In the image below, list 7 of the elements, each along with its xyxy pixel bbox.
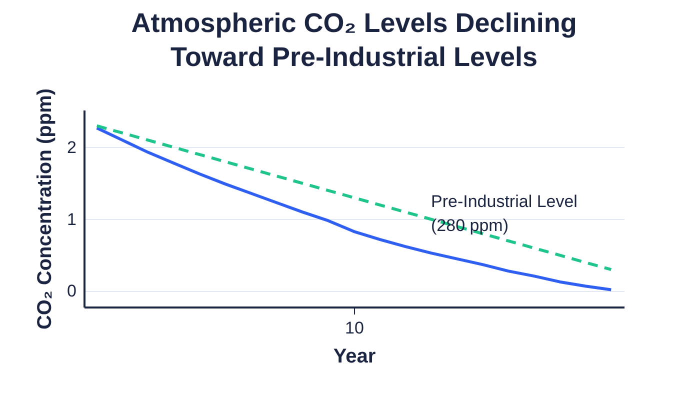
y-tick-label: 0 (67, 282, 76, 301)
x-axis-title: Year (333, 346, 376, 368)
y-axis-title: CO₂ Concentration (ppm) (34, 88, 56, 330)
x-tick-label: 10 (345, 318, 364, 338)
chart-title: Atmospheric CO₂ Levels Declining Toward Pre-Industrial Levels (131, 8, 577, 72)
y-tick-label: 2 (67, 138, 76, 157)
y-tick-label: 1 (67, 210, 76, 229)
